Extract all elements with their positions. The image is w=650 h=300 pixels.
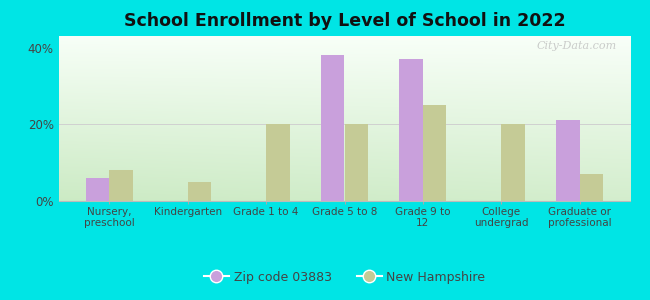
Title: School Enrollment by Level of School in 2022: School Enrollment by Level of School in …	[124, 12, 566, 30]
Bar	[501, 124, 525, 201]
Bar	[188, 182, 211, 201]
Bar	[423, 105, 447, 201]
Legend: Zip code 03883, New Hampshire: Zip code 03883, New Hampshire	[198, 266, 491, 289]
Bar	[321, 55, 345, 201]
Bar	[344, 124, 368, 201]
Bar	[580, 174, 603, 201]
Bar	[556, 120, 580, 201]
Bar	[266, 124, 290, 201]
Text: City-Data.com: City-Data.com	[536, 41, 616, 51]
Bar	[399, 59, 423, 201]
Bar	[109, 170, 133, 201]
Bar	[86, 178, 109, 201]
